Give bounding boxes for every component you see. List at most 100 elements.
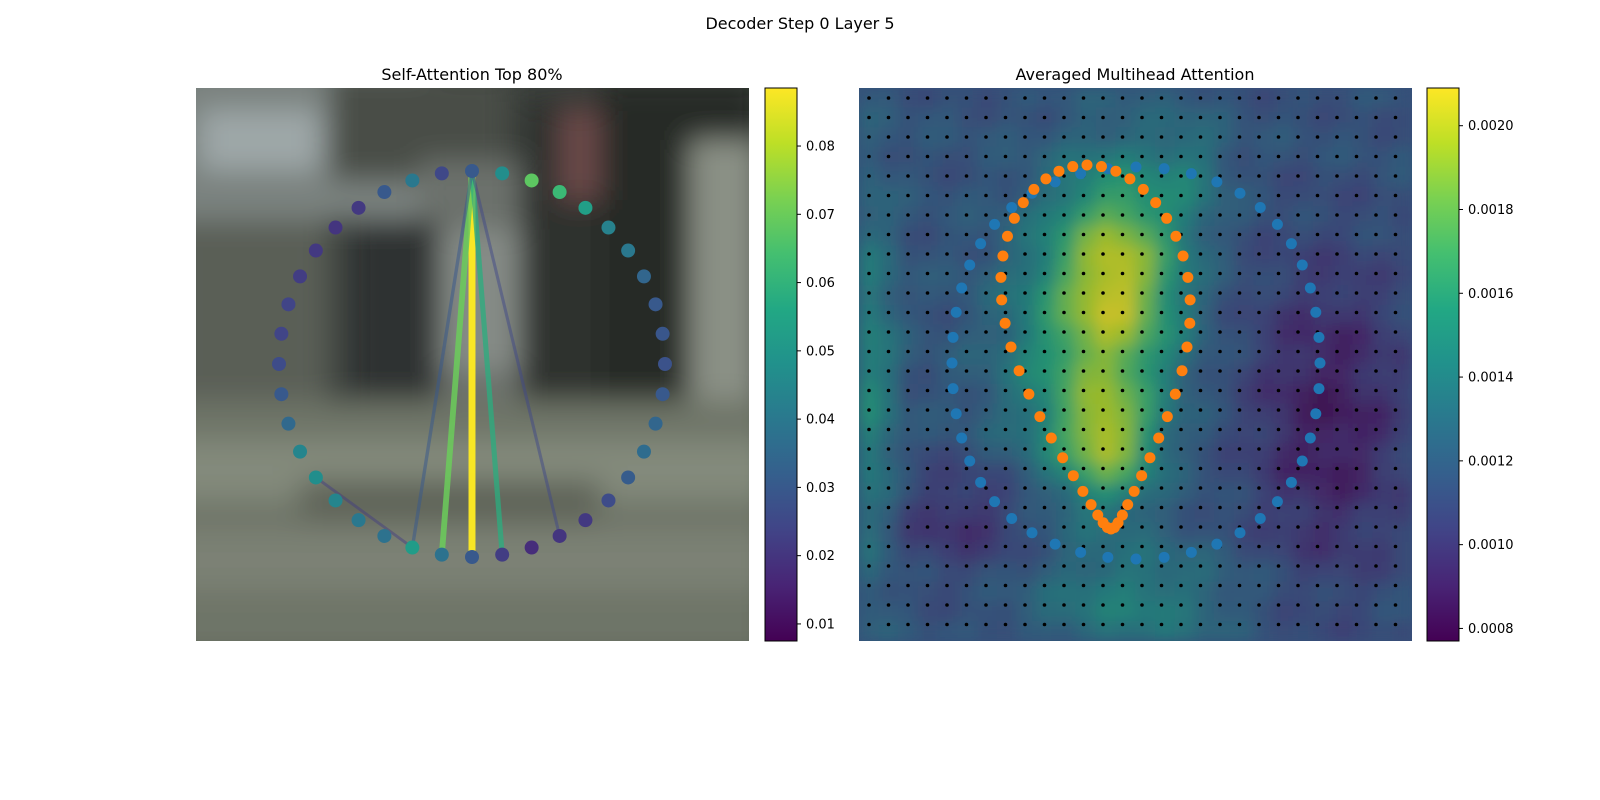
heat-cell: [898, 561, 919, 583]
heat-cell: [957, 502, 978, 523]
query-point-20: [465, 550, 479, 564]
heat-cell: [1075, 601, 1097, 622]
grid-dot: [906, 330, 910, 334]
grid-dot: [1062, 369, 1066, 373]
grid-dot: [1237, 505, 1242, 510]
grid-dot: [1159, 427, 1164, 432]
grid-dot: [945, 310, 949, 315]
heat-cell: [1036, 601, 1057, 622]
grid-dot: [1393, 193, 1398, 198]
heat-cell: [1016, 482, 1038, 504]
grid-dot: [1276, 427, 1281, 432]
grid-dot: [1315, 232, 1320, 237]
heat-cell: [1194, 225, 1215, 247]
heat-cell: [878, 285, 899, 306]
heat-cell: [1194, 324, 1215, 346]
grid-dot: [1335, 583, 1339, 588]
heat-cell: [1036, 522, 1057, 543]
heat-cell: [917, 561, 939, 583]
heat-cell: [1194, 364, 1215, 385]
heat-cell: [1115, 561, 1136, 583]
heat-cell: [1372, 304, 1393, 326]
inner-contour-point: [1161, 212, 1173, 224]
heat-cell: [1095, 383, 1117, 405]
grid-dot: [1218, 252, 1222, 256]
heat-cell: [977, 265, 998, 286]
grid-dot: [1218, 349, 1222, 354]
inner-contour-point: [1057, 452, 1069, 464]
grid-dot: [886, 252, 891, 256]
grid-dot: [1374, 193, 1378, 198]
grid-dot: [1393, 135, 1398, 139]
grid-dot: [1120, 115, 1125, 120]
grid-dot: [1218, 447, 1222, 451]
grid-dot: [1023, 291, 1027, 295]
heat-cell: [1253, 225, 1275, 247]
heat-cell: [1115, 127, 1136, 148]
grid-dot: [925, 174, 930, 178]
grid-dot: [1354, 427, 1359, 432]
heat-cell: [1075, 186, 1097, 207]
grid-dot: [1140, 486, 1144, 490]
grid-dot: [1237, 174, 1242, 178]
heat-cell: [1095, 285, 1117, 306]
grid-dot: [1101, 544, 1105, 549]
grid-dot: [1374, 486, 1378, 490]
grid-dot: [984, 544, 988, 549]
grid-dot: [1179, 291, 1183, 295]
grid-dot: [1179, 271, 1183, 276]
heat-cell: [1135, 146, 1156, 168]
heat-cell: [878, 344, 899, 365]
heat-cell: [878, 364, 899, 385]
grid-dot: [1335, 271, 1339, 276]
query-point-15: [601, 493, 616, 508]
heat-cell: [957, 482, 978, 504]
heat-cell: [1332, 324, 1354, 346]
grid-dot: [1140, 525, 1144, 529]
heat-cell: [1194, 186, 1215, 207]
attention-heatmap: [859, 88, 1412, 641]
grid-dot: [1354, 408, 1359, 412]
heat-cell: [1115, 541, 1136, 563]
grid-dot: [984, 505, 988, 510]
heat-cell: [1293, 304, 1314, 326]
grid-dot: [1003, 96, 1008, 100]
colorbar-tick-label: 0.0010: [1468, 538, 1514, 553]
inner-contour-point: [1023, 388, 1035, 400]
grid-dot: [945, 408, 949, 412]
grid-dot: [1179, 622, 1183, 627]
heat-cell: [1135, 423, 1156, 444]
grid-dot: [1062, 193, 1066, 198]
grid-dot: [945, 252, 949, 256]
grid-dot: [964, 427, 969, 432]
grid-dot: [1393, 603, 1398, 607]
grid-dot: [964, 135, 969, 139]
grid-dot: [1218, 271, 1222, 276]
heat-cell: [1115, 403, 1136, 425]
grid-dot: [1296, 622, 1300, 627]
heat-cell: [1372, 127, 1393, 148]
grid-dot: [1276, 603, 1281, 607]
heat-cell: [1036, 107, 1057, 128]
grid-dot: [984, 486, 988, 490]
grid-dot: [1120, 252, 1125, 256]
grid-dot: [1101, 447, 1105, 451]
grid-dot: [1276, 271, 1281, 276]
grid-dot: [964, 369, 969, 373]
heat-cell: [1075, 581, 1097, 602]
grid-dot: [984, 427, 988, 432]
grid-dot: [925, 603, 930, 607]
heat-cell: [957, 522, 978, 543]
grid-dot: [1198, 622, 1203, 627]
grid-dot: [984, 135, 988, 139]
heat-cell: [1075, 265, 1097, 286]
heat-cell: [957, 541, 978, 563]
outer-ring-point: [1185, 168, 1197, 180]
grid-dot: [1023, 505, 1027, 510]
grid-dot: [1159, 369, 1164, 373]
grid-dot: [1003, 427, 1008, 432]
grid-dot: [867, 154, 871, 159]
heat-cell: [1036, 324, 1057, 346]
heat-cell: [1293, 146, 1314, 168]
heat-cell: [1293, 88, 1314, 109]
